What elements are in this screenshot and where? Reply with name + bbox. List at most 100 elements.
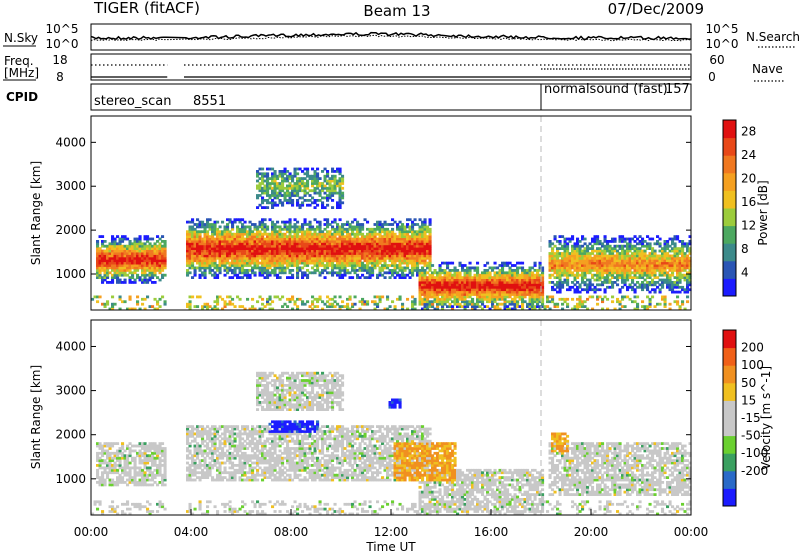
heatmap-cell <box>601 252 605 255</box>
heatmap-cell <box>201 305 205 308</box>
heatmap-cell <box>121 259 125 263</box>
heatmap-cell <box>143 264 147 267</box>
heatmap-cell <box>368 259 372 263</box>
heatmap-cell <box>448 293 452 296</box>
heatmap-cell <box>586 285 590 289</box>
heatmap-cell <box>333 191 337 195</box>
heatmap-cell <box>198 244 202 248</box>
heatmap-cell <box>393 271 397 275</box>
heatmap-cell <box>281 271 285 275</box>
heatmap-cell <box>198 225 202 229</box>
heatmap-cell <box>286 297 290 301</box>
heatmap-cell <box>496 266 500 270</box>
heatmap-cell <box>338 172 342 176</box>
heatmap-cell <box>223 249 227 253</box>
heatmap-cell <box>418 235 422 238</box>
heatmap-cell <box>298 254 302 258</box>
heatmap-cell <box>668 264 672 267</box>
heatmap-cell <box>98 447 102 450</box>
heatmap-cell <box>216 232 220 236</box>
heatmap-cell <box>248 252 252 255</box>
heatmap-cell <box>283 252 287 255</box>
heatmap-cell <box>268 254 272 258</box>
heatmap-cell <box>278 174 282 178</box>
heatmap-cell <box>313 305 317 308</box>
heatmap-cell <box>123 235 127 238</box>
heatmap-cell <box>233 242 237 246</box>
heatmap-cell <box>688 259 692 263</box>
heatmap-cell <box>198 252 202 255</box>
heatmap-cell <box>271 172 275 176</box>
heatmap-cell <box>121 249 125 253</box>
heatmap-cell <box>431 264 435 267</box>
heatmap-cell <box>218 269 222 272</box>
heatmap-cell <box>578 269 582 272</box>
heatmap-cell <box>256 237 260 241</box>
heatmap-cell <box>396 252 400 255</box>
heatmap-cell <box>281 247 285 250</box>
heatmap-cell <box>401 235 405 238</box>
heatmap-cell <box>608 244 612 248</box>
heatmap-cell <box>498 283 502 287</box>
heatmap-cell <box>621 266 625 270</box>
heatmap-cell <box>666 259 670 263</box>
heatmap-cell <box>536 283 540 287</box>
heatmap-cell <box>418 249 422 253</box>
heatmap-cell <box>353 237 357 241</box>
heatmap-cell <box>251 235 255 238</box>
heatmap-cell <box>536 305 540 308</box>
heatmap-cell <box>561 281 565 284</box>
heatmap-cell <box>263 174 267 178</box>
heatmap-cell <box>143 307 147 311</box>
heatmap-cell <box>111 247 115 250</box>
heatmap-cell <box>573 242 577 246</box>
heatmap-cell <box>296 240 300 243</box>
heatmap-cell <box>431 276 435 279</box>
heatmap-cell <box>146 235 150 238</box>
heatmap-cell <box>541 295 545 299</box>
heatmap-cell <box>666 271 670 275</box>
heatmap-cell <box>233 264 237 267</box>
heatmap-cell <box>606 249 610 253</box>
heatmap-cell <box>658 283 662 287</box>
heatmap-cell <box>218 235 222 238</box>
heatmap-cell <box>671 240 675 243</box>
heatmap-cell <box>368 256 372 260</box>
heatmap-cell <box>486 295 490 299</box>
nave-tick-bottom: 0 <box>708 70 716 84</box>
heatmap-cell <box>666 285 670 289</box>
heatmap-cell <box>303 264 307 267</box>
heatmap-cell <box>358 232 362 236</box>
heatmap-cell <box>411 223 415 226</box>
heatmap-cell <box>416 240 420 243</box>
heatmap-cell <box>588 278 592 282</box>
heatmap-cell <box>336 249 340 253</box>
heatmap-cell <box>393 307 397 311</box>
heatmap-cell <box>106 247 110 250</box>
heatmap-cell <box>328 256 332 260</box>
heatmap-cell <box>96 242 100 246</box>
heatmap-cell <box>528 297 532 301</box>
heatmap-cell <box>281 203 285 207</box>
heatmap-cell <box>338 266 342 270</box>
heatmap-cell <box>631 259 635 263</box>
heatmap-cell <box>603 235 607 238</box>
heatmap-cell <box>398 237 402 241</box>
heatmap-cell <box>488 273 492 277</box>
heatmap-cell <box>418 285 422 289</box>
heatmap-cell <box>391 269 395 272</box>
heatmap-cell <box>398 232 402 236</box>
heatmap-cell <box>633 249 637 253</box>
heatmap-cell <box>291 194 295 197</box>
heatmap-cell <box>681 273 685 277</box>
heatmap-cell <box>278 230 282 234</box>
heatmap-cell <box>296 237 300 241</box>
heatmap-cell <box>373 259 377 263</box>
heatmap-cell <box>351 244 355 248</box>
heatmap-cell <box>563 242 567 246</box>
heatmap-cell <box>208 254 212 258</box>
heatmap-cell <box>233 252 237 255</box>
heatmap-cell <box>296 305 300 308</box>
heatmap-cell <box>658 242 662 246</box>
heatmap-cell <box>668 285 672 289</box>
